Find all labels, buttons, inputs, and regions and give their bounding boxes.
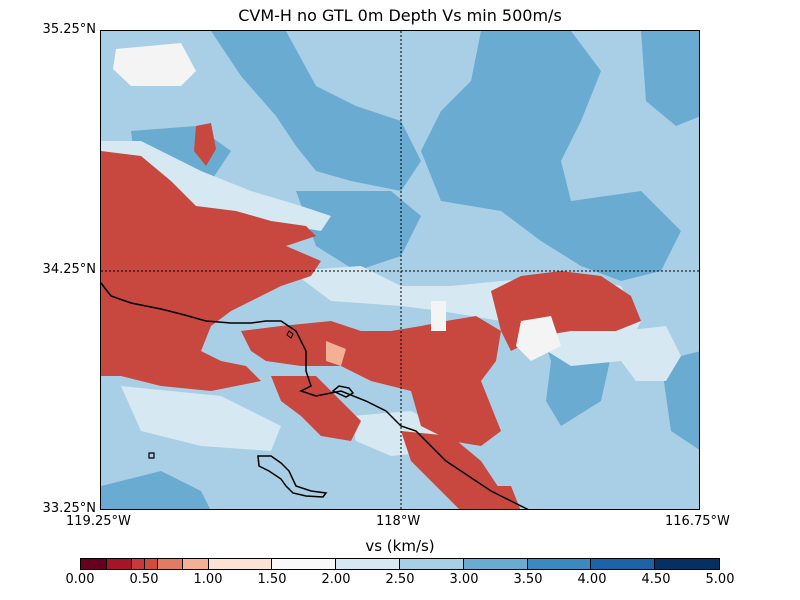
transition-patch-2 [431,301,446,331]
colorbar-segment [336,559,400,569]
light-region-offshore [121,386,281,451]
low-vs-basin-la [241,316,501,446]
colorbar-tick-label: 0.00 [65,572,95,587]
light-region-nw [113,43,196,86]
lon-label-left: 119.25°W [66,514,131,529]
light-region-east-basin [621,326,681,381]
colorbar-label: vs (km/s) [365,537,435,555]
lon-label-right: 116.75°W [665,514,730,529]
colorbar-segment [208,559,273,569]
colorbar-tick-label: 2.00 [321,572,351,587]
colorbar [80,558,720,570]
vs-map [100,30,700,510]
colorbar-segment [399,559,464,569]
high-vs-region-east [661,351,699,450]
lat-label-middle: 34.25°N [42,262,96,277]
high-vs-region-north-central [421,31,681,281]
colorbar-segment [144,559,158,569]
light-region-transverse [101,141,331,231]
colorbar-tick-label: 3.50 [513,572,543,587]
colorbar-segment [655,559,719,569]
low-vs-basin-orange [401,431,501,509]
colorbar-segment [272,559,337,569]
colorbar-tick-label: 4.00 [577,572,607,587]
colorbar-segment [527,559,592,569]
colorbar-segment [591,559,656,569]
colorbar-segment [81,559,107,569]
island-small-north [286,330,294,339]
coastline-bay [331,385,355,398]
colorbar-tick-label: 1.00 [193,572,223,587]
lat-label-bottom: 33.25°N [42,501,96,516]
colorbar-segment [183,559,209,569]
colorbar-tick-label: 5.00 [705,572,735,587]
island-small-west [148,452,155,459]
high-vs-region-ne [641,31,699,126]
lon-label-middle: 118°W [376,514,421,529]
colorbar-segment [132,559,145,569]
colorbar-segment [463,559,528,569]
colorbar-tick-label: 2.50 [385,572,415,587]
coastline [101,282,529,509]
colorbar-segment [106,559,133,569]
low-vs-basin-south [476,486,521,509]
colorbar-tick-label: 4.50 [641,572,671,587]
high-vs-region-central [296,191,421,271]
map-title: CVM-H no GTL 0m Depth Vs min 500m/s [238,6,562,25]
vs-map-canvas [101,31,699,509]
lat-label-top: 35.25°N [42,22,96,37]
transition-patch-3 [516,316,561,361]
colorbar-tick-label: 3.00 [449,572,479,587]
transition-patch-1 [326,341,346,366]
catalina-island [257,455,328,498]
colorbar-segment [157,559,184,569]
colorbar-tick-label: 1.50 [257,572,287,587]
colorbar-tick-label: 0.50 [129,572,159,587]
low-vs-basin-small-north [194,123,216,166]
high-vs-region-nw [211,31,421,191]
low-vs-basin-santa-monica [271,376,361,441]
high-vs-region-sw [101,471,210,509]
